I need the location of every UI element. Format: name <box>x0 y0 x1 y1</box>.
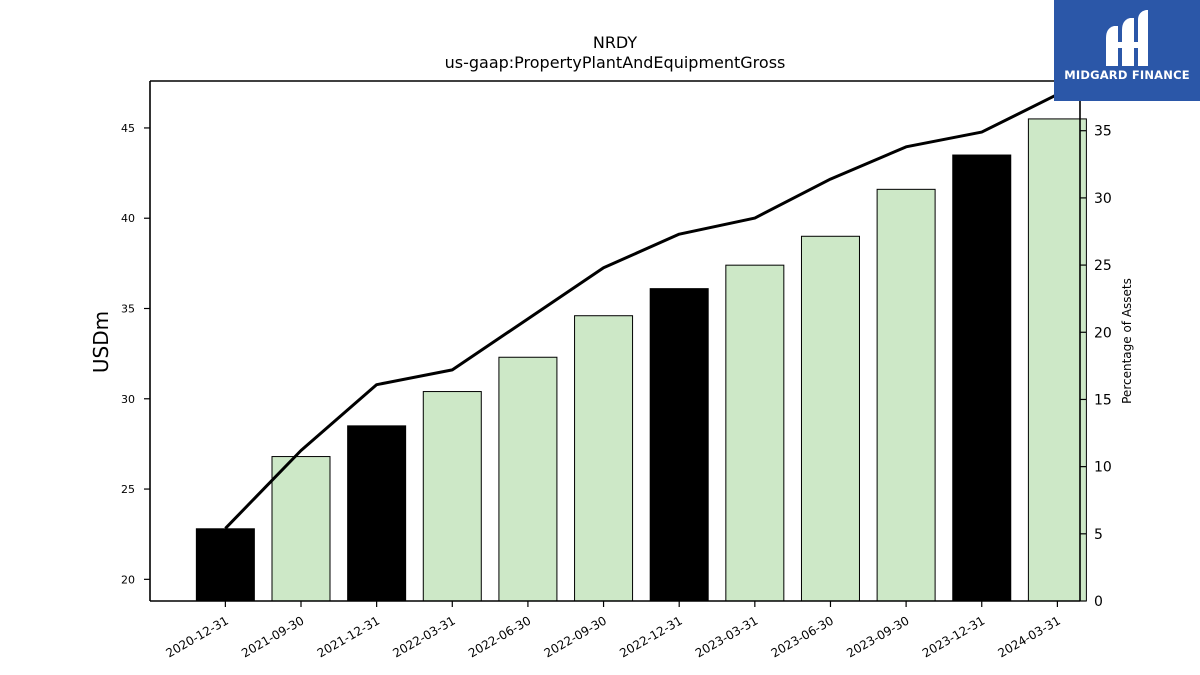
line-series <box>224 93 1059 530</box>
y2-tick-label: 30 <box>1094 191 1112 207</box>
y2-axis-label: Percentage of Assets <box>1120 278 1134 404</box>
x-tick-label: 2023-06-30 <box>769 613 836 660</box>
y2-tick-label: 25 <box>1094 258 1112 274</box>
x-tick-label: 2021-12-31 <box>315 613 382 660</box>
x-tick-label: 2020-12-31 <box>163 613 230 660</box>
bar-2021-09-30 <box>271 456 331 602</box>
x-tick-label: 2022-06-30 <box>466 613 533 660</box>
y-tick-label: 20 <box>121 573 135 586</box>
bar-2023-03-31 <box>725 264 785 602</box>
bar-2022-03-31 <box>422 391 482 602</box>
y2-tick-label: 35 <box>1094 124 1112 140</box>
y-tick-label: 45 <box>121 122 135 135</box>
brand-name: MIDGARD FINANCE <box>1064 68 1190 82</box>
y-tick-label: 30 <box>121 393 135 406</box>
brand-logo: MIDGARD FINANCE <box>1054 0 1200 101</box>
x-tick-label: 2022-03-31 <box>390 613 457 660</box>
x-tick-label: 2024-03-31 <box>995 613 1062 660</box>
x-tick-label: 2023-03-31 <box>693 613 760 660</box>
bar-2023-12-31 <box>952 154 1012 602</box>
bar-2023-09-30 <box>876 188 936 602</box>
y-tick-label: 25 <box>121 483 135 496</box>
chart-subtitle: us-gaap:PropertyPlantAndEquipmentGross <box>445 53 786 72</box>
midgard-logo-icon <box>1106 10 1148 66</box>
y2-tick-label: 10 <box>1094 460 1112 476</box>
percentage-line <box>224 93 1059 530</box>
bar-2023-06-30 <box>800 235 860 602</box>
bar-2024-03-31 <box>1027 118 1087 602</box>
y2-tick-label: 5 <box>1094 527 1103 543</box>
chart-title: NRDY <box>593 33 638 52</box>
y2-tick-label: 20 <box>1094 325 1112 341</box>
bar-2020-12-31 <box>195 528 255 602</box>
y2-axis-ticks: 0 5 10 15 20 25 30 35 <box>1080 124 1112 610</box>
axes <box>149 80 1081 602</box>
y-tick-label: 35 <box>121 303 135 316</box>
x-tick-label: 2021-09-30 <box>239 613 306 660</box>
x-tick-label: 2022-09-30 <box>542 613 609 660</box>
bar-series <box>195 118 1087 602</box>
bar-2022-09-30 <box>574 315 634 602</box>
x-tick-label: 2022-12-31 <box>617 613 684 660</box>
y-tick-label: 40 <box>121 212 135 225</box>
bar-2022-12-31 <box>649 288 709 602</box>
y-axis-label: USDm <box>89 311 113 373</box>
x-tick-label: 2023-12-31 <box>920 613 987 660</box>
x-axis-ticks: 2020-12-31 2021-09-30 2021-12-31 2022-03-31… <box>163 601 1063 660</box>
bar-2022-06-30 <box>498 356 558 602</box>
bar-2021-12-31 <box>347 425 407 602</box>
y-axis-ticks: 20 25 30 35 40 45 <box>121 122 150 586</box>
y2-tick-label: 15 <box>1094 392 1112 408</box>
y2-tick-label: 0 <box>1094 594 1103 610</box>
x-tick-label: 2023-09-30 <box>844 613 911 660</box>
